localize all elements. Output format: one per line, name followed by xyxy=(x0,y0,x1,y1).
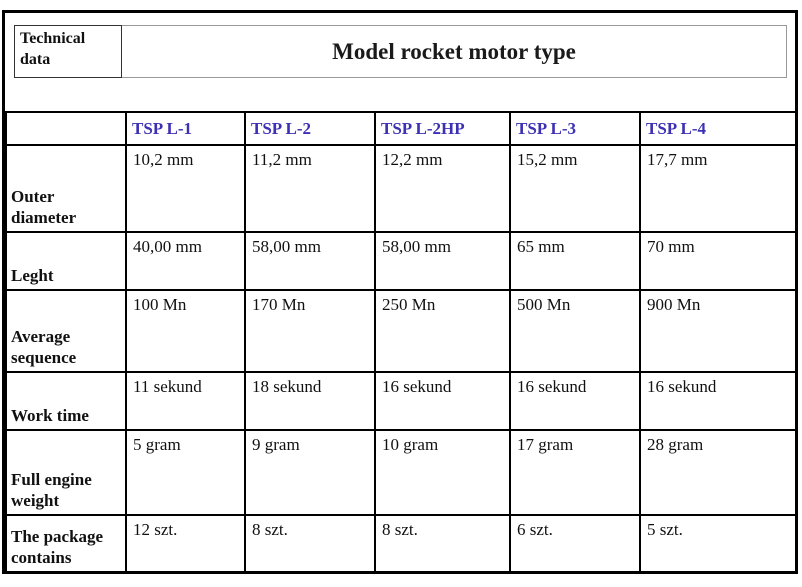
spacer xyxy=(5,78,795,111)
value-cell: 40,00 mm xyxy=(125,231,246,291)
value-cell: 65 mm xyxy=(509,231,641,291)
value-cell: 16 sekund xyxy=(374,371,511,431)
column-header-tsp-l-2hp: TSP L-2HP xyxy=(374,111,511,146)
column-header-tsp-l-3: TSP L-3 xyxy=(509,111,641,146)
table-row: Outer diameter 10,2 mm 11,2 mm 12,2 mm 15,2 … xyxy=(5,144,797,233)
caption-strip: Technical data Model rocket motor type xyxy=(14,25,787,78)
value-cell: 5 szt. xyxy=(639,514,797,573)
value-cell: 100 Mn xyxy=(125,289,246,373)
value-cell: 28 gram xyxy=(639,429,797,516)
table-row: Leght 40,00 mm 58,00 mm 58,00 mm 65 mm 70 mm xyxy=(5,231,797,291)
table-header: TSP L-1 TSP L-2 TSP L-2HP TSP L-3 TSP L-4 xyxy=(5,111,797,146)
value-cell: 170 Mn xyxy=(244,289,376,373)
value-cell: 16 sekund xyxy=(639,371,797,431)
value-cell: 17,7 mm xyxy=(639,144,797,233)
value-cell: 16 sekund xyxy=(509,371,641,431)
column-header-tsp-l-2: TSP L-2 xyxy=(244,111,376,146)
table-row: Average sequence 100 Mn 170 Mn 250 Mn 500 Mn… xyxy=(5,289,797,373)
value-cell: 18 sekund xyxy=(244,371,376,431)
value-cell: 58,00 mm xyxy=(374,231,511,291)
value-cell: 250 Mn xyxy=(374,289,511,373)
motor-spec-table: TSP L-1 TSP L-2 TSP L-2HP TSP L-3 TSP L-4 Ou… xyxy=(5,111,797,573)
value-cell: 900 Mn xyxy=(639,289,797,373)
value-cell: 10,2 mm xyxy=(125,144,246,233)
value-cell: 12,2 mm xyxy=(374,144,511,233)
table-title: Model rocket motor type xyxy=(122,25,787,78)
value-cell: 11,2 mm xyxy=(244,144,376,233)
value-cell: 8 szt. xyxy=(374,514,511,573)
value-cell: 10 gram xyxy=(374,429,511,516)
value-cell: 11 sekund xyxy=(125,371,246,431)
column-header-tsp-l-4: TSP L-4 xyxy=(639,111,797,146)
value-cell: 12 szt. xyxy=(125,514,246,573)
value-cell: 500 Mn xyxy=(509,289,641,373)
value-cell: 15,2 mm xyxy=(509,144,641,233)
corner-empty-cell xyxy=(5,111,127,146)
technical-data-label: Technical data xyxy=(14,25,122,78)
header-row: TSP L-1 TSP L-2 TSP L-2HP TSP L-3 TSP L-4 xyxy=(5,111,797,146)
value-cell: 17 gram xyxy=(509,429,641,516)
row-label-the-package-contains: The package contains xyxy=(5,514,127,573)
value-cell: 70 mm xyxy=(639,231,797,291)
row-label-outer-diameter: Outer diameter xyxy=(5,144,127,233)
value-cell: 9 gram xyxy=(244,429,376,516)
column-header-tsp-l-1: TSP L-1 xyxy=(125,111,246,146)
row-label-average-sequence: Average sequence xyxy=(5,289,127,373)
value-cell: 6 szt. xyxy=(509,514,641,573)
value-cell: 5 gram xyxy=(125,429,246,516)
value-cell: 58,00 mm xyxy=(244,231,376,291)
row-label-full-engine-weight: Full engine weight xyxy=(5,429,127,516)
table-body: Outer diameter 10,2 mm 11,2 mm 12,2 mm 15,2 … xyxy=(5,144,797,573)
row-label-work-time: Work time xyxy=(5,371,127,431)
row-label-leght: Leght xyxy=(5,231,127,291)
table-row: Full engine weight 5 gram 9 gram 10 gram 17 … xyxy=(5,429,797,516)
table-row: The package contains 12 szt. 8 szt. 8 szt. 6… xyxy=(5,514,797,573)
table-row: Work time 11 sekund 18 sekund 16 sekund 16 s… xyxy=(5,371,797,431)
value-cell: 8 szt. xyxy=(244,514,376,573)
table-outer-frame: Technical data Model rocket motor type T… xyxy=(2,10,798,574)
